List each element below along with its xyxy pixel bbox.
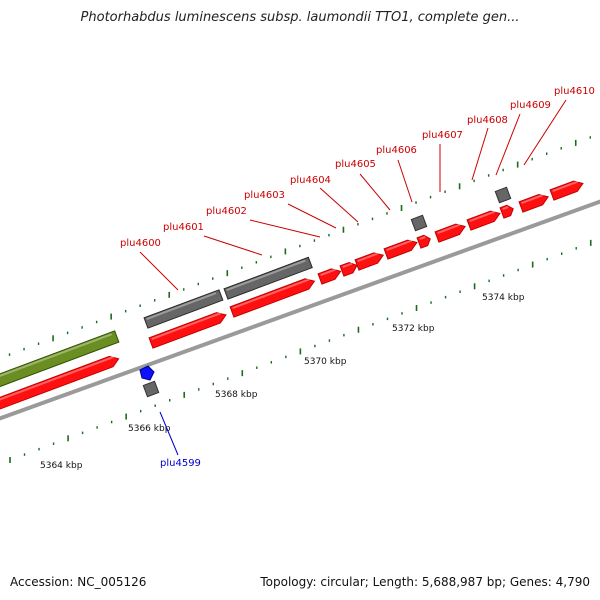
gene-label[interactable]: plu4601	[163, 222, 204, 233]
gene-label[interactable]: plu4606	[376, 145, 417, 156]
gene-features[interactable]	[0, 178, 585, 411]
leader-line	[319, 187, 359, 223]
forward-gene-arrow[interactable]	[229, 276, 316, 318]
forward-gene-arrow[interactable]	[416, 234, 432, 249]
scale-ticks	[8, 136, 592, 463]
scale-label: 5370 kbp	[304, 357, 347, 367]
gene-label[interactable]: plu4609	[510, 100, 551, 111]
leader-line	[287, 203, 337, 229]
gene-label[interactable]: plu4602	[206, 206, 247, 217]
gene-label[interactable]: plu4600	[120, 238, 161, 249]
forward-gene-arrow[interactable]	[466, 208, 502, 231]
forward-gene-arrow[interactable]	[383, 237, 419, 260]
genome-summary-text: Topology: circular; Length: 5,688,987 bp…	[260, 575, 590, 589]
olive-feature-bar[interactable]	[0, 330, 120, 389]
leader-line	[523, 99, 567, 166]
scale-label: 5372 kbp	[392, 324, 435, 334]
forward-gene-arrow[interactable]	[0, 354, 121, 411]
forward-gene-arrow[interactable]	[339, 260, 359, 277]
scale-label: 5374 kbp	[482, 293, 525, 303]
grey-feature-bar[interactable]	[223, 256, 313, 300]
scale-labels: 5364 kbp 5366 kbp 5368 kbp 5370 kbp 5372 kbp…	[40, 293, 525, 471]
gene-label[interactable]: plu4605	[335, 159, 376, 170]
genome-backbone	[0, 199, 600, 421]
forward-gene-arrow[interactable]	[434, 221, 467, 243]
label-leader-lines	[139, 99, 567, 456]
gene-label[interactable]: plu4608	[467, 115, 508, 126]
grey-feature-box[interactable]	[410, 214, 428, 232]
leader-line	[471, 127, 489, 181]
grey-feature-box[interactable]	[494, 186, 512, 204]
gene-label[interactable]: plu4599	[160, 458, 201, 469]
reverse-gene-arrow[interactable]	[139, 365, 155, 381]
grey-feature-bar[interactable]	[143, 289, 224, 329]
gene-label[interactable]: plu4604	[290, 175, 331, 186]
leader-line	[159, 411, 179, 456]
scale-label: 5364 kbp	[40, 461, 83, 471]
gene-label[interactable]: plu4610	[554, 86, 595, 97]
leader-line	[495, 113, 521, 176]
leader-line	[359, 173, 391, 211]
accession-text: Accession: NC_005126	[10, 575, 147, 589]
scale-label: 5366 kbp	[128, 424, 171, 434]
leader-line	[139, 251, 179, 291]
forward-gene-arrow[interactable]	[499, 204, 515, 219]
forward-gene-arrow[interactable]	[148, 310, 228, 349]
map-title: Photorhabdus luminescens subsp. laumondi…	[80, 10, 520, 25]
grey-feature-box[interactable]	[142, 380, 160, 398]
scale-label: 5368 kbp	[215, 390, 258, 400]
leader-line	[203, 235, 263, 256]
gene-label[interactable]: plu4607	[422, 130, 463, 141]
gene-label[interactable]: plu4603	[244, 190, 285, 201]
forward-gene-arrow[interactable]	[317, 266, 342, 285]
forward-gene-arrow[interactable]	[354, 250, 385, 271]
forward-gene-arrow[interactable]	[518, 192, 550, 213]
forward-gene-arrow[interactable]	[549, 178, 585, 201]
leader-line	[249, 219, 321, 238]
leader-line	[397, 159, 413, 203]
